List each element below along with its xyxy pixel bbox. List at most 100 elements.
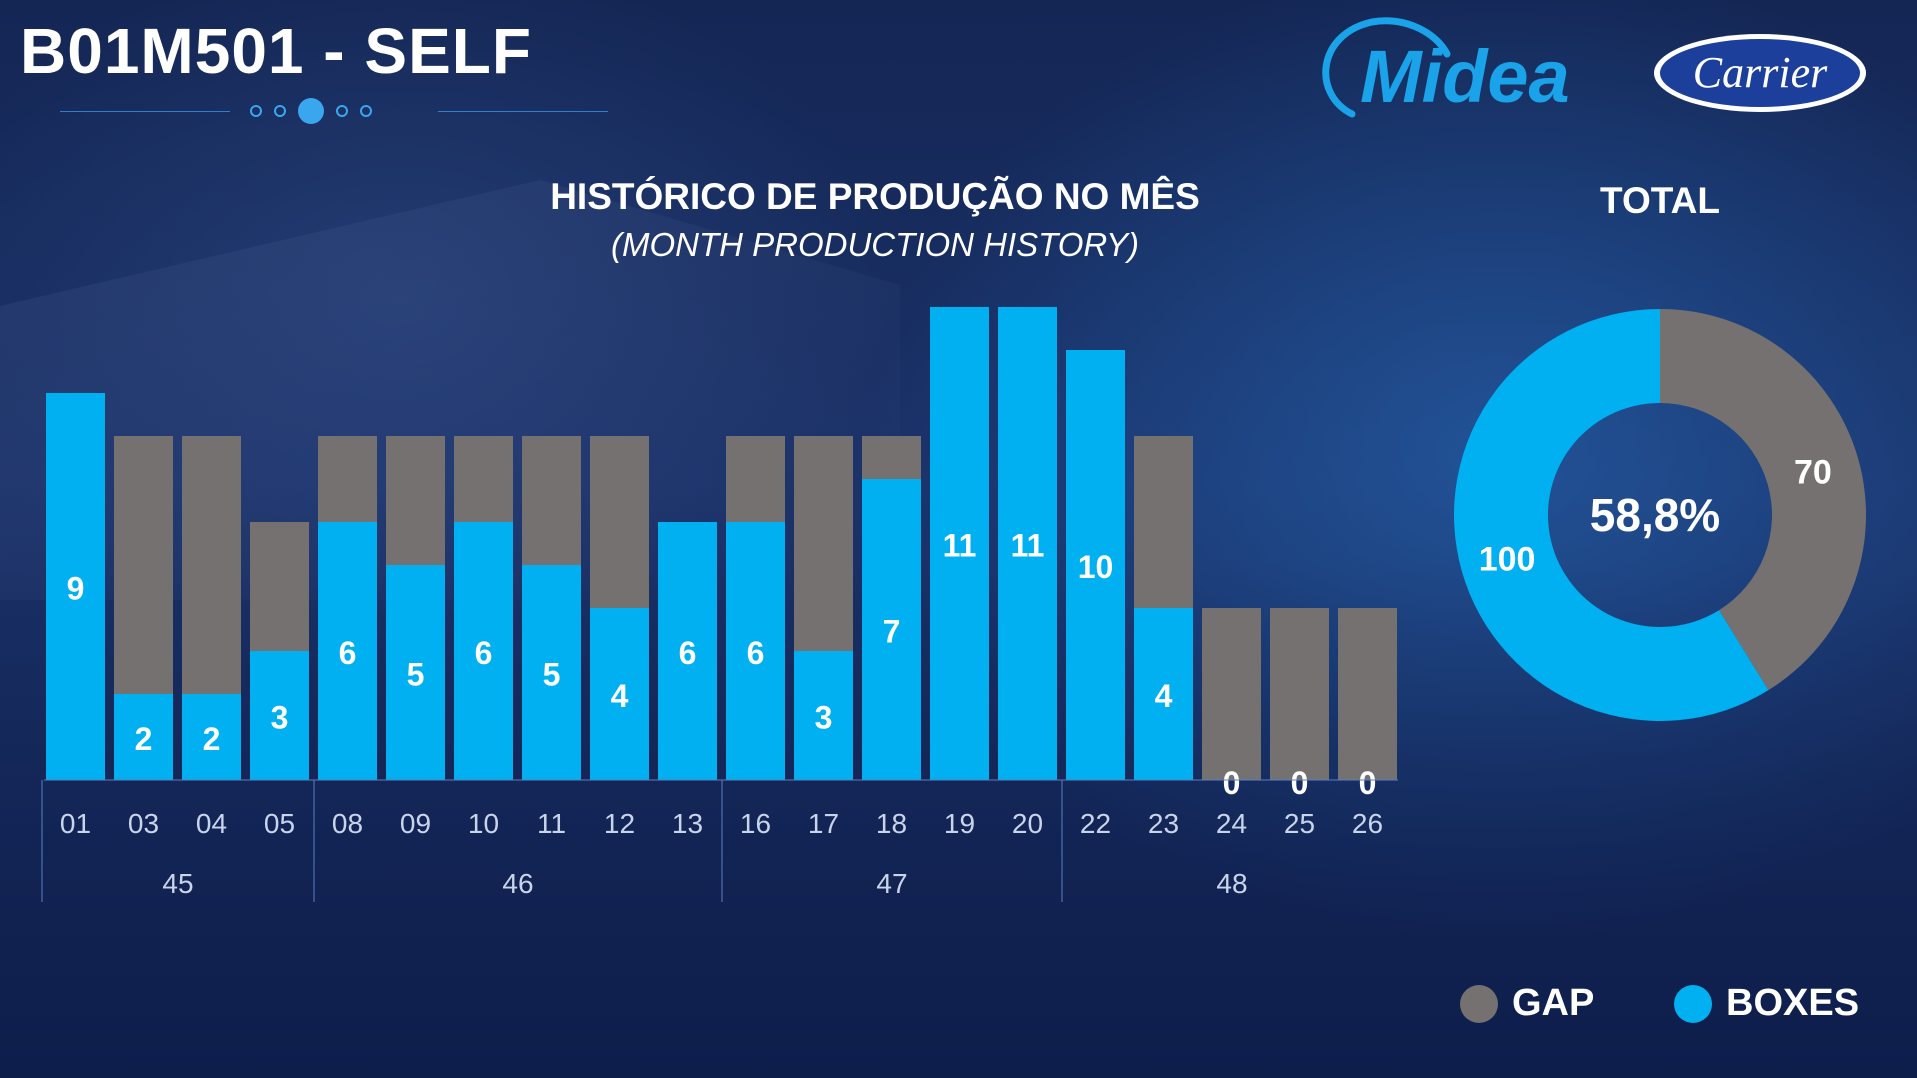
bar-data-label: 4: [611, 678, 629, 714]
bar-gap: [1134, 436, 1193, 608]
page-title: B01M501 - SELF: [20, 15, 532, 87]
x-tick-label: 04: [196, 808, 227, 839]
title-divider-right: [438, 111, 608, 112]
bar-data-label: 9: [67, 571, 85, 607]
bar-data-label: 11: [943, 528, 977, 564]
bar-boxes: [862, 479, 921, 780]
x-tick-label: 20: [1012, 808, 1043, 839]
bar-data-label: 7: [883, 614, 901, 650]
bar-data-label: 10: [1078, 549, 1114, 585]
bar-boxes: [182, 694, 241, 780]
donut-slice-gap: [1660, 309, 1866, 691]
bar-data-label: 0: [1291, 765, 1309, 801]
bar-gap: [794, 436, 853, 651]
bar-data-label: 0: [1223, 765, 1241, 801]
x-tick-label: 23: [1148, 808, 1179, 839]
x-tick-label: 11: [537, 808, 566, 839]
slide-dot: [274, 105, 286, 117]
bar-boxes: [658, 522, 717, 780]
bar-gap: [1270, 608, 1329, 780]
bar-data-label: 0: [1359, 765, 1377, 801]
x-tick-label: 17: [808, 808, 839, 839]
slide-dot: [336, 105, 348, 117]
bar-gap: [522, 436, 581, 565]
donut-slice-boxes: [1454, 309, 1769, 721]
bar-gap: [862, 436, 921, 479]
bar-boxes: [794, 651, 853, 780]
week-group-label: 47: [876, 868, 907, 899]
x-tick-label: 26: [1352, 808, 1383, 839]
bar-data-label: 6: [475, 635, 493, 671]
production-bar-chart: 9012032043056085096105114126136163177181…: [41, 307, 1398, 902]
x-tick-label: 10: [468, 808, 499, 839]
bar-data-label: 11: [1011, 528, 1045, 564]
bar-boxes: [250, 651, 309, 780]
slide-indicator: [250, 98, 372, 124]
bar-data-label: 2: [135, 721, 153, 757]
bar-boxes: [522, 565, 581, 780]
legend-item-boxes: BOXES: [1674, 982, 1859, 1025]
bar-data-label: 6: [679, 635, 697, 671]
bar-boxes: [1134, 608, 1193, 780]
slide-dot: [250, 105, 262, 117]
boxes-swatch: [1674, 984, 1712, 1023]
bar-data-label: 6: [747, 635, 765, 671]
midea-logo: Midea: [1322, 17, 1570, 118]
bar-data-label: 5: [543, 657, 561, 693]
bar-data-label: 3: [815, 700, 833, 736]
week-group-label: 48: [1216, 868, 1247, 899]
bar-boxes: [930, 307, 989, 780]
x-tick-label: 03: [128, 808, 159, 839]
x-tick-label: 24: [1216, 808, 1247, 839]
bar-gap: [1338, 608, 1397, 780]
bar-gap: [250, 522, 309, 651]
x-tick-label: 12: [604, 808, 635, 839]
bar-boxes: [1066, 350, 1125, 780]
title-divider-left: [60, 111, 230, 112]
bar-gap: [386, 436, 445, 565]
legend-label-boxes: BOXES: [1726, 982, 1860, 1024]
x-tick-label: 08: [332, 808, 363, 839]
bar-gap: [182, 436, 241, 694]
bar-gap: [318, 436, 377, 522]
bar-gap: [590, 436, 649, 608]
donut-slice-label: 100: [1479, 541, 1536, 579]
bar-data-label: 5: [407, 657, 425, 693]
x-tick-label: 05: [264, 808, 295, 839]
bar-data-label: 3: [271, 700, 289, 736]
bar-boxes: [726, 522, 785, 780]
slide-dot-active: [298, 98, 324, 124]
x-tick-label: 09: [400, 808, 431, 839]
bar-data-label: 4: [1155, 678, 1173, 714]
x-tick-label: 25: [1284, 808, 1315, 839]
bar-boxes: [386, 565, 445, 780]
donut-slice-label: 70: [1794, 453, 1832, 491]
bar-gap: [1202, 608, 1261, 780]
bar-data-label: 2: [203, 721, 221, 757]
bar-boxes: [46, 393, 105, 780]
carrier-logo: Carrier: [1654, 34, 1866, 112]
chart-title: HISTÓRICO DE PRODUÇÃO NO MÊS: [550, 176, 1200, 217]
bar-boxes: [454, 522, 513, 780]
x-tick-label: 22: [1080, 808, 1111, 839]
week-group-label: 46: [502, 868, 533, 899]
x-tick-label: 16: [740, 808, 771, 839]
gap-swatch: [1460, 984, 1498, 1023]
bar-boxes: [114, 694, 173, 780]
bar-gap: [726, 436, 785, 522]
bar-data-label: 6: [339, 635, 357, 671]
bar-gap: [114, 436, 173, 694]
bar-boxes: [318, 522, 377, 780]
total-donut-chart: 70 100 58,8%: [1454, 309, 1866, 721]
midea-logo-text: Midea: [1360, 35, 1570, 118]
donut-center-label: 58,8%: [1590, 489, 1720, 541]
x-tick-label: 19: [944, 808, 975, 839]
legend-label-gap: GAP: [1512, 982, 1595, 1024]
chart-subtitle: (MONTH PRODUCTION HISTORY): [611, 226, 1139, 263]
slide-dot: [360, 105, 372, 117]
carrier-logo-text: Carrier: [1693, 48, 1828, 97]
x-tick-label: 01: [60, 808, 91, 839]
week-group-label: 45: [162, 868, 193, 899]
x-tick-label: 13: [672, 808, 703, 839]
bar-boxes: [590, 608, 649, 780]
